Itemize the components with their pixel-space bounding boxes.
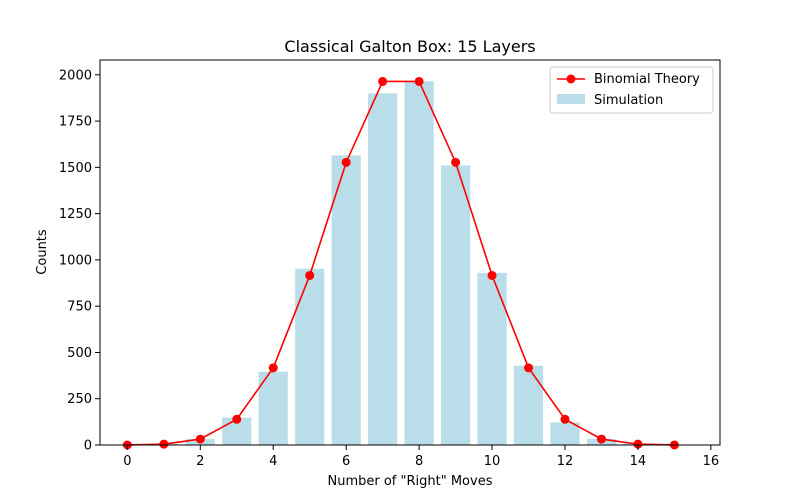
x-axis: 0 2 4 6 8 10 12 14 16 [123, 445, 719, 469]
bar-4 [258, 371, 288, 445]
x-tick-label-12: 12 [557, 454, 574, 469]
x-tick-label-4: 4 [269, 454, 277, 469]
theory-point-14 [633, 439, 643, 449]
y-tick-label-2000: 2000 [59, 68, 92, 83]
y-tick-label-0: 0 [84, 439, 92, 454]
y-axis-label: Counts [35, 229, 50, 275]
y-tick-label-1750: 1750 [59, 115, 92, 130]
theory-point-2 [195, 434, 205, 444]
legend-label-theory: Binomial Theory [594, 72, 700, 87]
y-tick-label-500: 500 [67, 346, 92, 361]
plot-frame [99, 59, 721, 446]
bar-7 [368, 93, 398, 445]
x-tick-label-0: 0 [123, 454, 131, 469]
y-tick-label-750: 750 [67, 300, 92, 315]
y-axis: 0 250 500 750 1000 1250 1500 1750 2000 [59, 68, 100, 454]
x-tick-label-2: 2 [196, 454, 204, 469]
theory-point-3 [232, 414, 242, 424]
legend-marker-swatch [566, 74, 576, 84]
theory-point-7 [378, 76, 388, 86]
y-tick-label-1000: 1000 [59, 253, 92, 268]
theory-point-10 [487, 270, 497, 280]
theory-point-12 [560, 414, 570, 424]
x-axis-label: Number of "Right" Moves [328, 474, 493, 489]
chart-title: Classical Galton Box: 15 Layers [284, 37, 535, 56]
theory-line-group [122, 76, 679, 450]
x-tick-label-6: 6 [342, 454, 350, 469]
legend-label-simulation: Simulation [594, 93, 663, 108]
bar-9 [441, 165, 471, 445]
bar-10 [477, 272, 507, 445]
bar-8 [404, 81, 434, 445]
theory-point-11 [524, 363, 534, 373]
y-tick-label-1250: 1250 [59, 207, 92, 222]
x-tick-label-16: 16 [703, 454, 720, 469]
x-tick-label-14: 14 [630, 454, 647, 469]
legend-box [549, 66, 714, 114]
theory-point-9 [451, 157, 461, 167]
theory-point-8 [414, 76, 424, 86]
bars-group [149, 81, 653, 445]
theory-point-5 [305, 270, 315, 280]
theory-point-4 [268, 363, 278, 373]
theory-point-13 [596, 434, 606, 444]
bar-6 [331, 155, 361, 445]
y-tick-label-250: 250 [67, 392, 92, 407]
legend-bar-swatch [557, 94, 585, 104]
theory-point-1 [159, 439, 169, 449]
x-tick-label-10: 10 [484, 454, 501, 469]
bar-12 [550, 422, 580, 445]
legend: Binomial Theory Simulation [549, 66, 714, 114]
y-tick-label-1500: 1500 [59, 161, 92, 176]
x-tick-label-8: 8 [415, 454, 423, 469]
bar-5 [295, 268, 325, 445]
bar-11 [513, 365, 544, 445]
theory-point-6 [341, 157, 351, 167]
theory-line [127, 80, 675, 446]
